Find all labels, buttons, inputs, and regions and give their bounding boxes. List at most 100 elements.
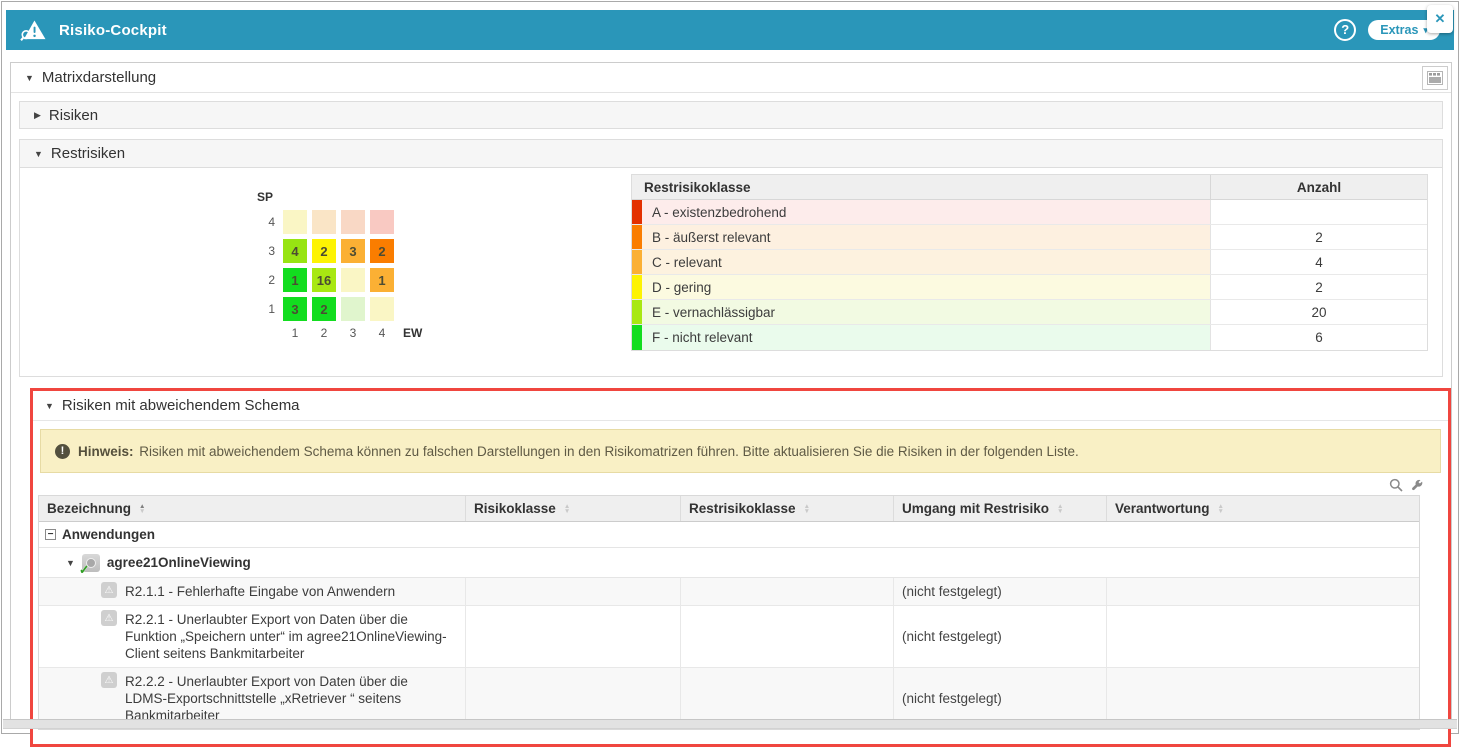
matrix-cell: 3 xyxy=(283,297,307,321)
matrix-cell xyxy=(283,210,307,234)
restrisikoklasse-value xyxy=(680,606,893,667)
column-header-risikoklasse[interactable]: Risikoklasse ▲ ▼ xyxy=(465,496,680,521)
class-color-bar xyxy=(632,200,642,224)
titlebar: Risiko-Cockpit ? Extras ▾ xyxy=(6,10,1454,50)
risikoklasse-value xyxy=(465,578,680,605)
chevron-down-icon: ▾ xyxy=(1423,24,1428,35)
risk-matrix: SP 4 3 4 2 3 2 2 1 16 1 1 3 2 1 2 3 4 EW xyxy=(257,190,422,345)
close-button[interactable]: ✕ xyxy=(1427,5,1453,33)
matrixdarstellung-title: Matrixdarstellung xyxy=(41,69,157,86)
matrix-row-label: 1 xyxy=(268,302,275,316)
klassen-table-header: Restrisikoklasse Anzahl xyxy=(632,175,1427,200)
extras-button[interactable]: Extras ▾ xyxy=(1368,20,1440,40)
sort-icon[interactable]: ▲ ▼ xyxy=(563,502,571,515)
hinweis-banner: ! Hinweis: Risiken mit abweichendem Sche… xyxy=(40,429,1441,473)
column-label: Umgang mit Restrisiko xyxy=(902,501,1050,516)
class-color-bar xyxy=(632,225,642,249)
sort-icon[interactable]: ▲ ▼ xyxy=(139,502,146,515)
class-count: 6 xyxy=(1210,325,1427,350)
risiken-section-header[interactable]: ▶ Risiken xyxy=(19,101,1443,129)
matrix-cell xyxy=(370,210,394,234)
class-label: B - äußerst relevant xyxy=(652,229,771,245)
column-header-umgang-mit-restrisiko[interactable]: Umgang mit Restrisiko ▲ ▼ xyxy=(893,496,1106,521)
matrixdarstellung-panel: ▼ Matrixdarstellung ▶ Risiken ▼ Restrisi… xyxy=(10,62,1452,747)
column-label: Restrisikoklasse xyxy=(689,501,796,516)
restrisikoklassen-table: Restrisikoklasse Anzahl A - existenzbedr… xyxy=(631,174,1428,351)
klasse-column-header: Restrisikoklasse xyxy=(644,179,751,195)
risikoklasse-value xyxy=(465,668,680,729)
collapse-triangle-icon[interactable]: ▼ xyxy=(66,557,75,568)
matrix-cell: 2 xyxy=(312,239,336,263)
matrix-row-label: 2 xyxy=(268,273,275,287)
anzahl-column-header: Anzahl xyxy=(1210,175,1427,199)
umgang-value: (nicht festgelegt) xyxy=(893,668,1106,729)
class-label: C - relevant xyxy=(652,254,722,270)
schema-title: Risiken mit abweichendem Schema xyxy=(61,397,300,414)
risk-warning-icon: ⚠ xyxy=(101,672,117,688)
wrench-icon[interactable] xyxy=(1410,478,1424,492)
matrix-view-button[interactable] xyxy=(1422,66,1448,90)
class-count: 4 xyxy=(1210,250,1427,274)
search-icon[interactable] xyxy=(1389,478,1403,492)
restrisikoklasse-row: D - gering 2 xyxy=(632,275,1427,300)
class-color-bar xyxy=(632,275,642,299)
matrix-cell xyxy=(341,297,365,321)
risk-warning-icon: ⚠ xyxy=(101,610,117,626)
matrix-cell: 16 xyxy=(312,268,336,292)
collapse-triangle-icon: ▼ xyxy=(34,148,43,159)
table-grid-icon xyxy=(1427,71,1443,85)
risk-bezeichnung: R2.2.2 - Unerlaubter Export von Daten üb… xyxy=(125,674,408,723)
app-label: agree21OnlineViewing xyxy=(106,555,251,570)
class-label: D - gering xyxy=(652,279,712,295)
collapse-group-icon[interactable]: − xyxy=(45,529,56,540)
risiken-title: Risiken xyxy=(48,106,99,124)
collapse-triangle-icon: ▼ xyxy=(45,400,54,411)
app-row-agree21[interactable]: ▼ ✓ agree21OnlineViewing xyxy=(39,548,1419,578)
restrisiken-section-header[interactable]: ▼ Restrisiken xyxy=(20,140,1442,168)
matrix-cell: 4 xyxy=(283,239,307,263)
risk-row[interactable]: ⚠ R2.2.1 - Unerlaubter Export von Daten ü… xyxy=(39,606,1419,668)
risk-bezeichnung: R2.1.1 - Fehlerhafte Eingabe von Anwende… xyxy=(125,584,396,599)
hinweis-text: Hinweis: Risiken mit abweichendem Schema… xyxy=(78,443,1079,459)
class-count: 2 xyxy=(1210,275,1427,299)
matrix-cell xyxy=(341,210,365,234)
help-button[interactable]: ? xyxy=(1334,19,1357,41)
close-icon: ✕ xyxy=(1434,11,1446,26)
sort-icon[interactable]: ▲ ▼ xyxy=(1217,502,1224,515)
matrix-cell: 2 xyxy=(370,239,394,263)
class-color-bar xyxy=(632,300,642,324)
sort-icon[interactable]: ▲ ▼ xyxy=(803,502,811,515)
restrisikoklasse-value xyxy=(680,668,893,729)
schema-section-highlighted: ▼ Risiken mit abweichendem Schema ! Hinw… xyxy=(30,388,1451,747)
schema-table-header: Bezeichnung ▲ ▼ Risikoklasse ▲ ▼ Restrisikokla… xyxy=(39,496,1419,522)
risk-row[interactable]: ⚠ R2.2.2 - Unerlaubter Export von Daten ü… xyxy=(39,668,1419,729)
group-row-anwendungen[interactable]: − Anwendungen xyxy=(39,522,1419,548)
restrisikoklasse-row: E - vernachlässigbar 20 xyxy=(632,300,1427,325)
risk-row[interactable]: ⚠ R2.1.1 - Fehlerhafte Eingabe von Anwend… xyxy=(39,578,1419,606)
matrix-cell xyxy=(341,268,365,292)
info-icon: ! xyxy=(55,443,70,459)
matrix-row-label: 4 xyxy=(268,215,275,229)
verantwortung-value xyxy=(1106,606,1419,667)
matrixdarstellung-header[interactable]: ▼ Matrixdarstellung xyxy=(11,63,1451,93)
class-color-bar xyxy=(632,325,642,350)
matrix-cell: 3 xyxy=(341,239,365,263)
restrisikoklasse-row: B - äußerst relevant 2 xyxy=(632,225,1427,250)
column-header-restrisikoklasse[interactable]: Restrisikoklasse ▲ ▼ xyxy=(680,496,893,521)
column-header-verantwortung[interactable]: Verantwortung ▲ ▼ xyxy=(1106,496,1419,521)
restrisiken-section: ▼ Restrisiken SP 4 3 4 2 3 2 2 1 16 1 1 3 2 1 2 3 4 EW Re… xyxy=(19,139,1443,377)
matrix-row-label: 3 xyxy=(268,244,275,258)
sort-icon[interactable]: ▲ ▼ xyxy=(1057,502,1064,515)
umgang-value: (nicht festgelegt) xyxy=(893,606,1106,667)
risk-search-logo-icon xyxy=(20,19,47,42)
schema-section-header[interactable]: ▼ Risiken mit abweichendem Schema xyxy=(33,391,1448,421)
matrix-cell: 1 xyxy=(370,268,394,292)
application-icon: ✓ xyxy=(79,553,100,577)
matrix-cell: 1 xyxy=(283,268,307,292)
matrix-col-label: 4 xyxy=(378,326,386,340)
matrix-col-label: 2 xyxy=(320,326,328,340)
column-header-bezeichnung[interactable]: Bezeichnung ▲ ▼ xyxy=(39,496,465,521)
check-icon: ✓ xyxy=(78,561,90,577)
class-label: E - vernachlässigbar xyxy=(652,304,776,320)
